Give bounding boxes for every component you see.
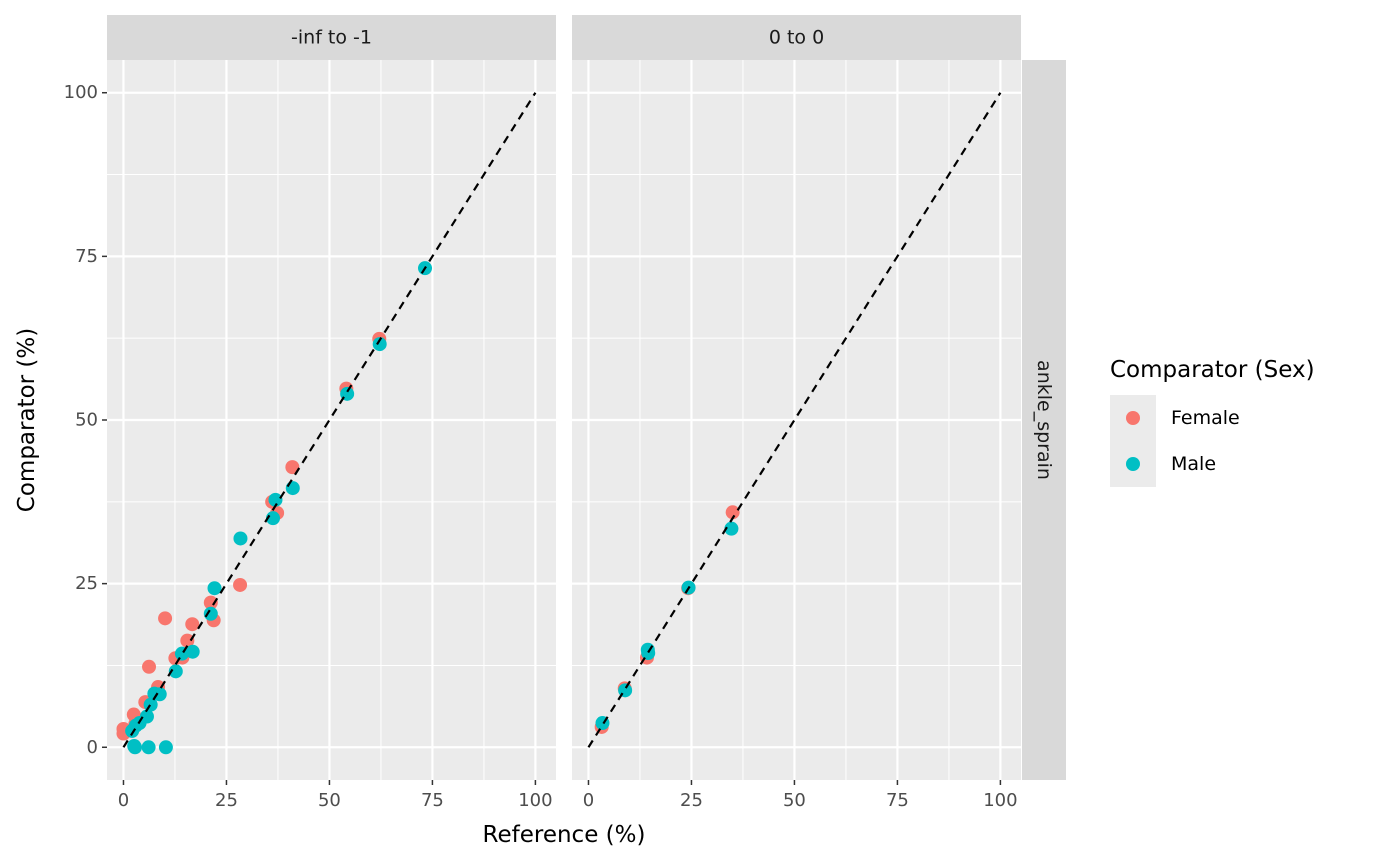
identity-reference-line — [122, 92, 537, 748]
identity-reference-line — [587, 92, 1002, 748]
data-point-female — [725, 505, 740, 520]
x-tick-label: 100 — [983, 790, 1017, 811]
y-tick-label: 50 — [75, 410, 98, 431]
panels-layer: -inf to -1 0 25 50 75 100 0 25 50 75 100 0 to 0 0 25 5… — [64, 15, 1021, 811]
data-point-male — [233, 531, 248, 546]
data-point-male — [268, 492, 283, 507]
series-male — [125, 261, 433, 755]
row-strip: ankle_sprain — [1022, 60, 1066, 780]
data-point-male — [152, 687, 167, 702]
data-point-male — [139, 709, 154, 724]
x-tick-label: 0 — [583, 790, 594, 811]
x-tick-label: 50 — [318, 790, 341, 811]
data-point-male — [641, 646, 656, 661]
legend-entry-male: Male — [1110, 441, 1216, 487]
data-point-female — [142, 659, 157, 674]
x-axis-title: Reference (%) — [483, 822, 646, 848]
data-point-male — [185, 644, 200, 659]
data-point-female — [285, 460, 300, 475]
y-axis-title: Comparator (%) — [14, 328, 40, 512]
y-tick-label: 0 — [87, 737, 98, 758]
panel-1: -inf to -1 0 25 50 75 100 0 25 50 75 100 — [64, 15, 556, 811]
x-tick-label: 0 — [118, 790, 129, 811]
legend-keys: Female Male — [1110, 395, 1240, 487]
legend-key-female — [1126, 411, 1140, 425]
panel-2: 0 to 0 0 25 50 75 100 — [572, 15, 1021, 811]
data-point-male — [203, 606, 218, 621]
data-point-male — [266, 511, 281, 526]
y-tick-label: 100 — [64, 82, 98, 103]
data-point-female — [203, 595, 218, 610]
data-point-male — [724, 521, 739, 536]
row-strip-label: ankle_sprain — [1033, 360, 1055, 480]
x-tick-label: 75 — [421, 790, 444, 811]
y-tick-label: 25 — [75, 573, 98, 594]
data-point-male — [168, 664, 183, 679]
data-point-male — [128, 740, 143, 755]
legend-title: Comparator (Sex) — [1110, 357, 1315, 383]
data-point-female — [185, 617, 200, 632]
data-point-female — [180, 633, 195, 648]
x-tick-label: 25 — [215, 790, 238, 811]
data-point-male — [285, 481, 300, 496]
x-tick-label: 50 — [783, 790, 806, 811]
legend-entry-female: Female — [1110, 395, 1240, 441]
legend-label-female: Female — [1171, 407, 1240, 429]
y-tick-label: 75 — [75, 246, 98, 267]
data-point-male — [207, 581, 222, 596]
x-tick-label: 100 — [518, 790, 552, 811]
panel-strip-background — [572, 15, 1021, 60]
row-strip-background — [1022, 60, 1066, 780]
data-point-male — [141, 740, 156, 755]
legend-key-male — [1126, 457, 1140, 471]
panel-strip-label: 0 to 0 — [769, 27, 824, 49]
data-point-male — [372, 337, 387, 352]
legend: Comparator (Sex) Female Male — [1110, 357, 1315, 487]
data-point-female — [233, 577, 248, 592]
data-point-male — [158, 740, 173, 755]
panel-strip-label: -inf to -1 — [291, 27, 372, 49]
x-tick-label: 75 — [886, 790, 909, 811]
panel-strip-background — [107, 15, 556, 60]
data-point-female — [158, 611, 173, 626]
legend-label-male: Male — [1171, 453, 1216, 475]
x-tick-label: 25 — [680, 790, 703, 811]
